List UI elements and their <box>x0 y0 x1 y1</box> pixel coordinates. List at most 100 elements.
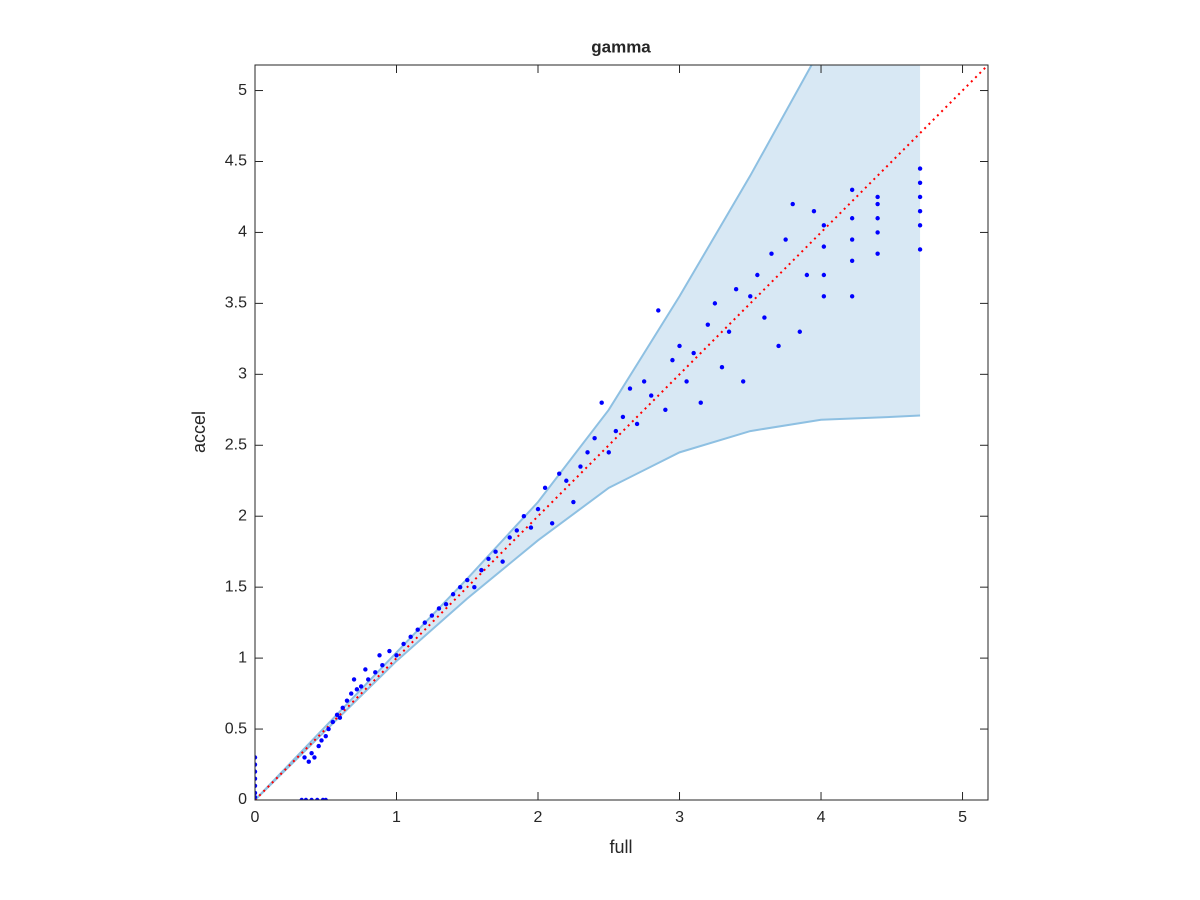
scatter-point <box>415 627 420 632</box>
y-tick-label: 4 <box>238 224 247 241</box>
scatter-point <box>821 272 827 278</box>
scatter-point <box>377 653 382 658</box>
scatter-point <box>804 272 810 278</box>
scatter-point <box>762 315 767 320</box>
scatter-point <box>634 421 640 427</box>
y-tick-label: 0.5 <box>225 720 247 737</box>
scatter-point <box>302 755 307 760</box>
scatter-point <box>712 301 718 306</box>
x-tick-label: 3 <box>675 809 684 826</box>
scatter-point <box>797 329 802 334</box>
scatter-point <box>917 208 923 214</box>
scatter-point <box>323 733 328 739</box>
scatter-point <box>769 251 774 256</box>
scatter-point <box>486 556 491 561</box>
scatter-point <box>255 755 258 760</box>
scatter-point <box>323 797 328 800</box>
scatter-point <box>917 223 923 228</box>
scatter-point <box>354 687 360 692</box>
band-upper-edge <box>255 65 813 800</box>
scatter-point <box>465 577 470 583</box>
scatter-point <box>849 294 855 299</box>
band-lower-edge <box>255 414 921 800</box>
scatter-point <box>340 705 345 710</box>
y-tick-label: 2.5 <box>225 436 247 453</box>
scatter-point <box>326 726 331 732</box>
scatter-point <box>351 677 357 682</box>
scatter-point <box>436 606 442 611</box>
scatter-point <box>255 762 258 767</box>
scatter-point <box>748 294 753 299</box>
scatter-point <box>422 620 428 625</box>
scatter-point <box>592 435 597 441</box>
scatter-point <box>507 535 512 540</box>
scatter-point <box>528 525 534 530</box>
scatter-point <box>557 471 562 476</box>
scatter-point <box>309 750 314 756</box>
scatter-point <box>656 308 661 313</box>
scatter-point <box>740 379 746 384</box>
scatter-point <box>790 201 795 207</box>
y-tick-label: 4.5 <box>225 153 247 170</box>
scatter-point <box>585 450 590 455</box>
x-tick-label: 4 <box>817 809 826 826</box>
x-tick-label: 0 <box>251 809 260 826</box>
scatter-point <box>363 667 368 672</box>
scatter-point <box>917 247 923 252</box>
y-tick-label: 1 <box>238 649 247 666</box>
scatter-point <box>564 478 569 483</box>
scatter-point <box>255 769 258 774</box>
scatter-point <box>641 379 647 384</box>
scatter-point <box>627 386 633 391</box>
scatter-point <box>875 194 880 200</box>
scatter-point <box>917 180 923 185</box>
scatter-point <box>394 653 399 658</box>
scatter-point <box>821 244 827 249</box>
scatter-point <box>726 329 732 334</box>
scatter-point <box>408 634 413 640</box>
scatter-point <box>479 567 484 573</box>
y-tick-label: 1.5 <box>225 578 247 595</box>
y-tick-label: 2 <box>238 507 247 524</box>
axes-box <box>254 64 989 801</box>
scatter-point <box>319 738 324 743</box>
scatter-point <box>571 499 576 505</box>
scatter-point <box>663 407 668 412</box>
scatter-point <box>358 684 364 689</box>
scatter-point <box>306 759 311 764</box>
scatter-point <box>450 592 456 597</box>
scatter-point <box>315 797 320 800</box>
scatter-point <box>349 691 354 696</box>
x-tick-label: 5 <box>958 809 967 826</box>
scatter-point <box>457 584 463 590</box>
scatter-point <box>705 322 711 327</box>
scatter-point <box>542 485 548 491</box>
scatter-point <box>255 783 258 789</box>
x-axis-label: full <box>609 837 632 857</box>
confidence-band <box>255 65 921 800</box>
scatter-point <box>755 272 760 278</box>
scatter-point <box>373 670 378 675</box>
scatter-point <box>344 698 350 703</box>
scatter-point <box>849 237 855 242</box>
chart-title: gamma <box>591 37 651 56</box>
scatter-point <box>917 166 923 171</box>
scatter-point <box>337 715 343 720</box>
scatter-point <box>380 663 385 668</box>
scatter-point <box>312 755 317 760</box>
x-tick-label: 2 <box>534 809 543 826</box>
scatter-point <box>500 559 505 564</box>
plot-area <box>255 65 988 800</box>
y-tick-label: 3.5 <box>225 295 247 312</box>
scatter-point <box>811 208 817 214</box>
y-axis-label: accel <box>189 411 209 453</box>
scatter-point <box>649 393 654 398</box>
scatter-point <box>691 350 696 356</box>
scatter-point <box>255 794 258 800</box>
y-tick-label: 3 <box>238 366 247 383</box>
scatter-point <box>334 712 340 718</box>
scatter-point <box>875 230 880 235</box>
scatter-point <box>549 521 555 526</box>
scatter-point <box>443 601 449 607</box>
